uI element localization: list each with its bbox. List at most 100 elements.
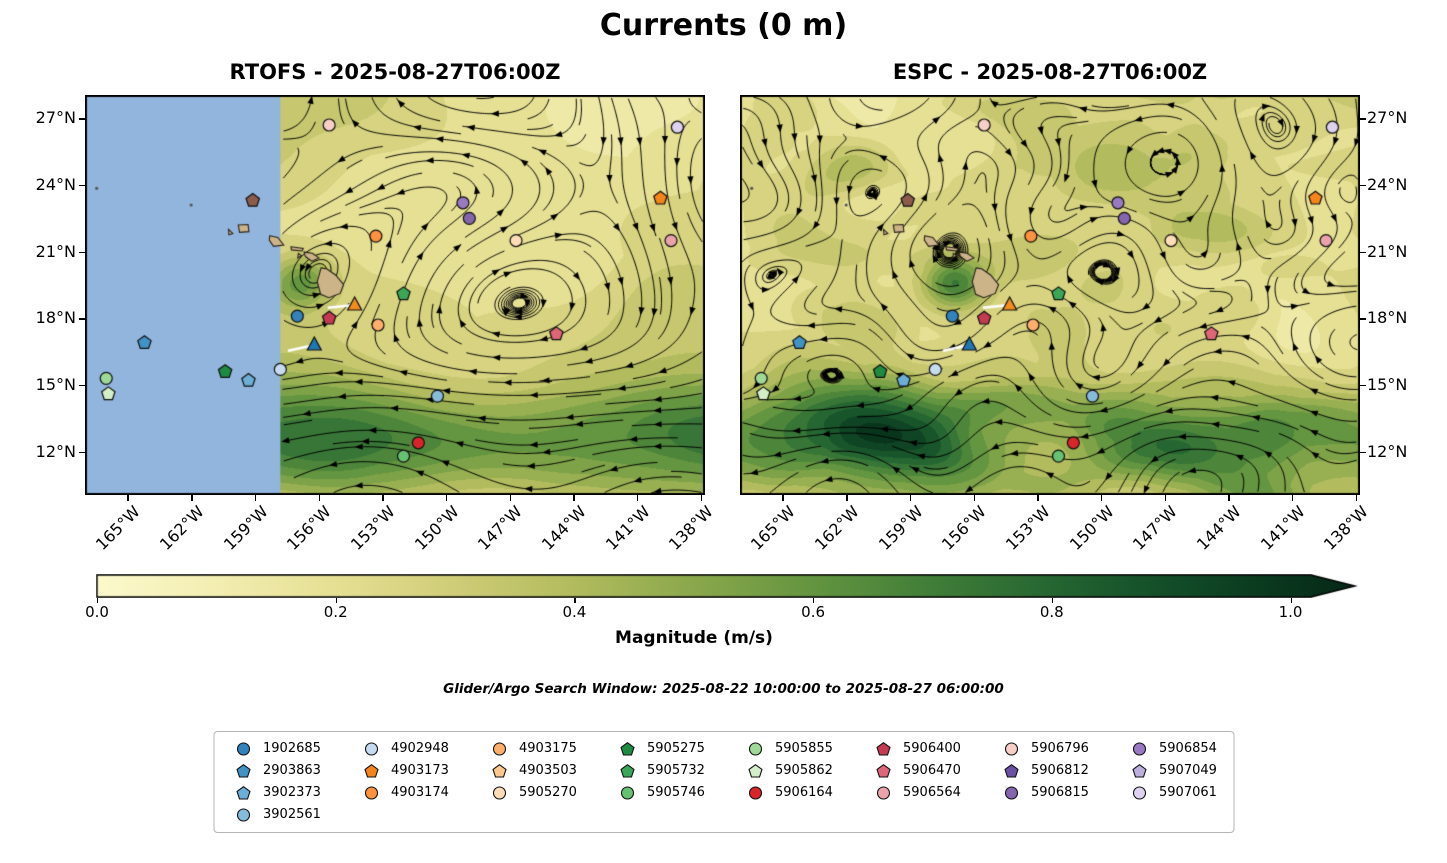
legend-label: 4902948 (391, 741, 449, 756)
y-tick-label: 27°N (1367, 108, 1408, 128)
rtofs-map-canvas (85, 95, 705, 495)
legend-entry-5907061: 5907061 (1126, 782, 1217, 803)
legend-label: 4903173 (391, 763, 449, 778)
pentagon-marker-icon (875, 741, 891, 756)
legend-label: 5905862 (775, 763, 833, 778)
x-tick-label: 138°W (1320, 502, 1373, 554)
circle-marker-icon (1132, 741, 1146, 756)
colorbar-canvas (96, 574, 1358, 598)
y-tick-espc (1360, 385, 1366, 387)
y-tick-rtofs (79, 118, 85, 120)
espc-map-canvas (740, 95, 1360, 495)
y-tick-label: 24°N (1367, 175, 1408, 194)
circle-marker-icon (1004, 741, 1018, 756)
x-tick-label: 159°W (219, 502, 272, 554)
platform-legend: 1902685 2903863 3902373 3902561 4902948 49031… (213, 731, 1234, 833)
legend-label: 5905270 (519, 785, 577, 800)
x-tick-rtofs (318, 495, 320, 501)
x-tick-label: 144°W (1192, 502, 1245, 554)
pentagon-marker-icon (619, 741, 635, 756)
y-tick-rtofs (79, 185, 85, 187)
x-tick-label: 144°W (537, 502, 590, 554)
x-tick-espc (846, 495, 848, 501)
legend-entry-5905275: 5905275 (614, 738, 705, 759)
x-tick-rtofs (573, 495, 575, 501)
pentagon-marker-icon (1003, 763, 1019, 778)
x-tick-label: 162°W (810, 502, 863, 554)
colorbar-tick-label: 0.2 (323, 603, 348, 621)
circle-marker-icon (748, 741, 762, 756)
legend-label: 3902373 (263, 785, 321, 800)
colorbar-tick (97, 598, 99, 603)
legend-label: 4903503 (519, 763, 577, 778)
pentagon-marker-icon (747, 763, 763, 778)
circle-marker-icon (492, 741, 506, 756)
legend-label: 5905855 (775, 741, 833, 756)
y-tick-espc (1360, 318, 1366, 320)
legend-entry-5907049: 5907049 (1126, 760, 1217, 781)
pentagon-marker-icon (1131, 763, 1147, 778)
colorbar-tick (1051, 598, 1054, 603)
legend-label: 3902561 (263, 807, 321, 822)
legend-column: 5906796 5906812 5906815 (998, 738, 1089, 803)
colorbar-tick (1290, 598, 1292, 603)
figure-title: Currents (0 m) (599, 8, 848, 43)
pentagon-marker-icon (363, 763, 379, 778)
legend-entry-5905746: 5905746 (614, 782, 705, 803)
x-tick-espc (1292, 495, 1294, 501)
legend-entry-5905732: 5905732 (614, 760, 705, 781)
legend-entry-5905862: 5905862 (742, 760, 833, 781)
pentagon-marker-icon (491, 763, 507, 778)
y-tick-rtofs (79, 385, 85, 387)
rtofs-panel-title: RTOFS - 2025-08-27T06:00Z (229, 60, 561, 84)
x-tick-label: 141°W (601, 502, 654, 554)
legend-label: 5906400 (903, 741, 961, 756)
legend-entry-5906564: 5906564 (870, 782, 961, 803)
legend-entry-4903174: 4903174 (358, 782, 449, 803)
legend-label: 4903174 (391, 785, 449, 800)
legend-entry-5906854: 5906854 (1126, 738, 1217, 759)
y-tick-rtofs (79, 251, 85, 254)
x-tick-label: 159°W (874, 502, 927, 554)
y-tick-label: 12°N (1367, 441, 1408, 461)
pentagon-marker-icon (875, 763, 891, 778)
legend-entry-5905855: 5905855 (742, 738, 833, 759)
legend-label: 1902685 (263, 741, 321, 756)
legend-column: 5906400 5906470 5906564 (870, 738, 961, 803)
legend-label: 5907049 (1159, 763, 1217, 778)
pentagon-marker-icon (619, 763, 635, 778)
y-tick-rtofs (79, 318, 85, 320)
x-tick-espc (1164, 495, 1167, 501)
x-tick-espc (909, 495, 912, 501)
x-tick-label: 162°W (155, 502, 208, 554)
circle-marker-icon (748, 785, 762, 800)
y-tick-espc (1360, 118, 1366, 120)
legend-entry-4903175: 4903175 (486, 738, 577, 759)
x-tick-rtofs (637, 495, 639, 501)
legend-label: 4903175 (519, 741, 577, 756)
search-window-text: Glider/Argo Search Window: 2025-08-22 10… (443, 681, 1004, 697)
circle-marker-icon (620, 785, 634, 800)
x-tick-rtofs (254, 495, 257, 501)
legend-entry-5906812: 5906812 (998, 760, 1089, 781)
x-tick-rtofs (700, 495, 703, 501)
x-tick-label: 147°W (474, 502, 527, 554)
x-tick-rtofs (445, 495, 448, 501)
legend-entry-5906470: 5906470 (870, 760, 961, 781)
legend-entry-5906164: 5906164 (742, 782, 833, 803)
colorbar-label: Magnitude (m/s) (615, 628, 773, 648)
legend-label: 5905275 (647, 741, 705, 756)
legend-entry-5906815: 5906815 (998, 782, 1089, 803)
y-tick-rtofs (79, 451, 85, 454)
legend-label: 5907061 (1159, 785, 1217, 800)
x-tick-rtofs (382, 495, 384, 501)
x-tick-label: 150°W (410, 502, 463, 554)
legend-column: 4902948 4903173 4903174 (358, 738, 449, 803)
colorbar-tick (335, 598, 338, 603)
x-tick-rtofs (127, 495, 129, 501)
colorbar-tick-label: 1.0 (1278, 603, 1303, 621)
legend-label: 5906564 (903, 785, 961, 800)
x-tick-label: 150°W (1065, 502, 1118, 554)
circle-marker-icon (236, 807, 250, 822)
